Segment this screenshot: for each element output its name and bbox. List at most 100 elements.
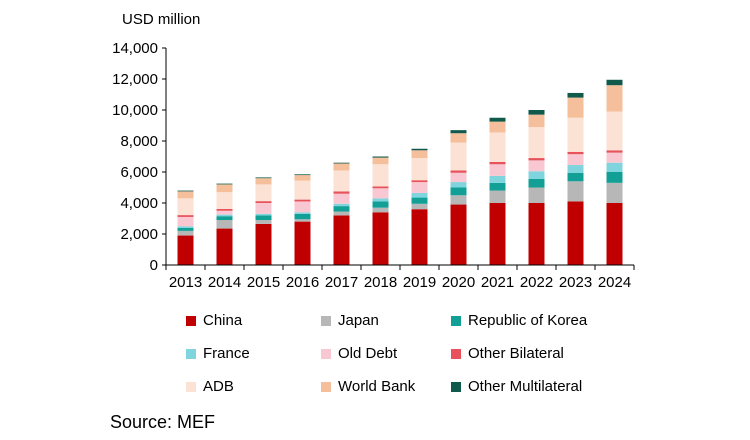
bar-segment xyxy=(567,151,584,155)
x-tick-label: 2017 xyxy=(325,274,358,291)
legend-item: World Bank xyxy=(321,378,415,395)
bar-segment xyxy=(528,187,545,203)
bar-segment xyxy=(411,197,428,204)
bar-segment xyxy=(255,184,272,202)
legend-item: Old Debt xyxy=(321,345,397,362)
bar-segment xyxy=(255,223,272,265)
bar-segment xyxy=(294,219,311,222)
bar-segment xyxy=(255,215,272,221)
bar-segment xyxy=(216,216,233,221)
bar-segment xyxy=(216,214,233,217)
bar-segment xyxy=(606,79,623,86)
bar-segment xyxy=(177,198,194,216)
bar-segment xyxy=(177,190,194,192)
bar-segment xyxy=(255,203,272,214)
legend-item: ADB xyxy=(186,378,234,395)
bar-segment xyxy=(606,172,623,183)
bar-segment xyxy=(294,213,311,220)
bar-segment xyxy=(450,130,467,134)
bar-segment xyxy=(411,203,428,210)
legend-swatch xyxy=(451,348,461,359)
bar-segment xyxy=(411,192,428,198)
stacked-bar-chart: USD million 0 2,000 4,000 6,000 8,000 10,000 1… xyxy=(112,11,635,291)
bar-segment xyxy=(489,203,506,265)
legend-label: Other Bilateral xyxy=(468,345,564,362)
legend-swatch xyxy=(451,381,461,392)
bar-segment xyxy=(567,92,584,98)
bar-segment xyxy=(255,220,272,224)
y-axis-label: USD million xyxy=(122,11,200,28)
bar-segment xyxy=(489,132,506,162)
bar-segment xyxy=(489,117,506,122)
bar-segment xyxy=(372,201,389,208)
bar-segment xyxy=(333,170,350,192)
legend-label: France xyxy=(203,345,250,362)
bar-segment xyxy=(216,228,233,265)
legend-item: China xyxy=(186,312,242,329)
bar-segment xyxy=(255,177,272,179)
bar-segment xyxy=(528,114,545,128)
bar-segment xyxy=(177,235,194,265)
bar-segment xyxy=(294,212,311,214)
legend-swatch xyxy=(321,348,331,359)
bar-segment xyxy=(489,121,506,133)
bar-segment xyxy=(333,162,350,164)
bar-segment xyxy=(567,172,584,182)
bar-segment xyxy=(255,178,272,185)
bar-segment xyxy=(528,127,545,159)
bar-segment xyxy=(450,187,467,196)
legend-label: Republic of Korea xyxy=(468,312,588,329)
legend-label: World Bank xyxy=(338,378,416,395)
bar-segment xyxy=(333,193,350,204)
bar-segment xyxy=(333,203,350,207)
bar-segment xyxy=(450,204,467,265)
legend-item: France xyxy=(186,345,250,362)
bar-segment xyxy=(255,201,272,203)
bar-segment xyxy=(294,174,311,176)
bar-segment xyxy=(372,156,389,158)
bar-segment xyxy=(489,164,506,176)
bar-segment xyxy=(372,212,389,265)
bar-segment xyxy=(411,158,428,181)
legend-swatch xyxy=(186,348,196,359)
bar-segment xyxy=(177,226,194,228)
bar-segment xyxy=(528,203,545,265)
bar-segment xyxy=(216,208,233,211)
bar-segment xyxy=(177,216,194,227)
bar-segment xyxy=(606,150,623,153)
bar-segment xyxy=(450,172,467,183)
bar-segment xyxy=(216,220,233,229)
bar-segment xyxy=(333,215,350,265)
bar-segment xyxy=(528,158,545,161)
bar-segment xyxy=(606,152,623,163)
legend-item: Other Multilateral xyxy=(451,378,582,395)
bar-segment xyxy=(294,201,311,213)
bar-segment xyxy=(333,211,350,216)
bar-segment xyxy=(450,182,467,188)
source-note: Source: MEF xyxy=(110,412,216,432)
x-tick-label: 2019 xyxy=(403,274,436,291)
y-tick-label: 10,000 xyxy=(112,102,158,119)
bar-segment xyxy=(606,203,623,265)
bar-segment xyxy=(294,199,311,202)
bar-segment xyxy=(216,184,233,193)
bar-segment xyxy=(528,178,545,188)
bar-segment xyxy=(411,209,428,265)
x-tick-label: 2015 xyxy=(247,274,280,291)
bar-segment xyxy=(177,227,194,231)
bar-segment xyxy=(567,165,584,173)
legend-label: China xyxy=(203,312,243,329)
bar-segment xyxy=(372,186,389,189)
bar-segment xyxy=(450,170,467,173)
x-tick-label: 2024 xyxy=(598,274,631,291)
x-tick-label: 2014 xyxy=(208,274,241,291)
bar-segment xyxy=(177,215,194,217)
legend-swatch xyxy=(186,381,196,392)
legend-label: Old Debt xyxy=(338,345,398,362)
y-axis: 0 2,000 4,000 6,000 8,000 10,000 12,000 14,000 xyxy=(112,40,167,274)
x-tick-label: 2016 xyxy=(286,274,319,291)
x-tick-label: 2021 xyxy=(481,274,514,291)
bar-segment xyxy=(216,210,233,215)
y-tick-label: 4,000 xyxy=(120,195,158,212)
y-tick-label: 0 xyxy=(150,257,158,274)
